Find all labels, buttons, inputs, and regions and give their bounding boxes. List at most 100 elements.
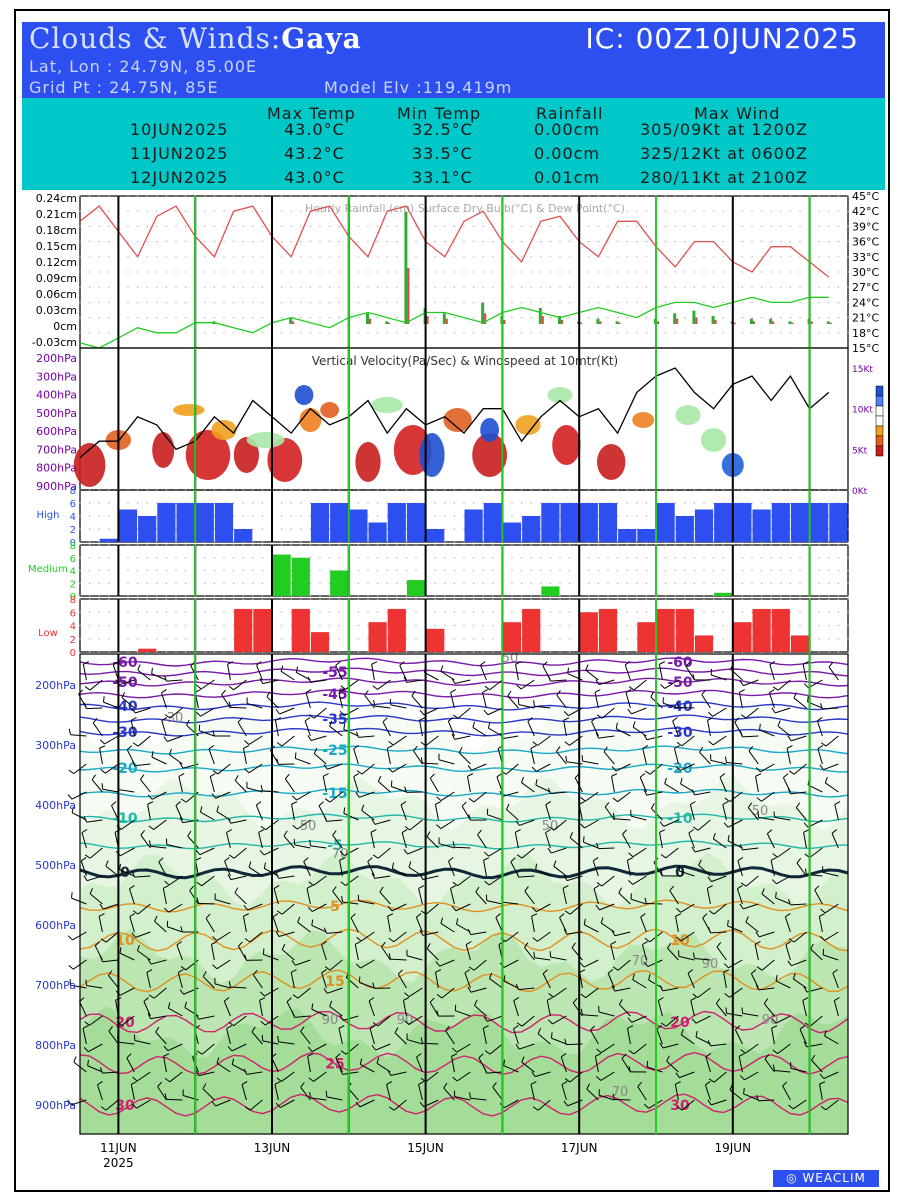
grid-dot xyxy=(89,515,91,517)
grid-dot xyxy=(665,598,667,600)
wind-barb-flag xyxy=(155,1026,160,1033)
wind-barb-flag xyxy=(831,829,838,834)
grid-dot xyxy=(473,210,475,212)
wind-barb xyxy=(251,1031,263,1045)
grid-dot xyxy=(146,489,148,491)
velocity-contour xyxy=(299,408,322,432)
grid-dot xyxy=(828,598,830,600)
wind-barb xyxy=(313,707,327,719)
wind-barb-flag xyxy=(785,941,792,946)
grid-dot xyxy=(233,256,235,258)
grid-dot xyxy=(569,301,571,303)
wind-barb xyxy=(777,725,791,737)
wind-barb-flag xyxy=(583,918,586,925)
grid-dot xyxy=(818,638,820,640)
grid-dot xyxy=(223,332,225,334)
wind-barb-flag xyxy=(664,777,667,784)
wind-barb-flag xyxy=(451,1047,458,1053)
cloud-bar xyxy=(541,503,560,542)
wind-barb xyxy=(400,804,407,821)
wind-barb-flag xyxy=(586,1083,591,1090)
wind-barb-flag xyxy=(582,836,585,843)
wind-barb xyxy=(488,875,503,886)
grid-dot xyxy=(770,595,772,597)
grid-dot xyxy=(309,541,311,543)
wind-barb xyxy=(505,763,519,775)
grid-dot xyxy=(233,271,235,273)
grid-dot xyxy=(482,557,484,559)
grid-dot xyxy=(146,557,148,559)
grid-dot xyxy=(338,557,340,559)
grid-dot xyxy=(770,317,772,319)
wind-barb xyxy=(594,1056,599,1073)
wind-barb-flag xyxy=(819,1081,826,1085)
wind-barb-flag xyxy=(787,960,792,966)
wind-barb-flag xyxy=(244,938,251,943)
grid-dot xyxy=(338,210,340,212)
grid-dot xyxy=(338,317,340,319)
grid-dot xyxy=(761,489,763,491)
grid-dot xyxy=(185,611,187,613)
grid-dot xyxy=(693,489,696,491)
grid-dot xyxy=(281,195,283,197)
grid-dot xyxy=(722,332,724,334)
grid-dot xyxy=(290,624,292,627)
grid-dot xyxy=(377,569,379,572)
rain-bar xyxy=(596,318,600,324)
wind-barb-flag xyxy=(305,689,312,694)
wind-barb xyxy=(359,1099,375,1108)
wind-barb xyxy=(392,735,407,746)
wind-barb-flag xyxy=(757,811,760,818)
wind-barb-flag xyxy=(83,816,87,823)
grid-dot xyxy=(693,582,696,584)
grid-dot xyxy=(722,638,724,640)
wind-barb-flag xyxy=(353,745,359,750)
grid-dot xyxy=(511,595,513,597)
grid-dot xyxy=(626,515,628,517)
wind-barb-flag xyxy=(675,913,682,917)
grid-dot xyxy=(597,241,600,243)
wind-barb xyxy=(151,673,167,681)
wind-barb-flag xyxy=(535,779,538,786)
cloud-panel-label: High xyxy=(37,510,60,521)
grid-dot xyxy=(463,256,465,258)
velocity-scale-swatch xyxy=(875,385,884,397)
grid-dot xyxy=(98,569,100,572)
wind-barb xyxy=(664,783,679,793)
wind-barb xyxy=(230,706,247,709)
grid-dot xyxy=(223,582,225,584)
wind-barb xyxy=(553,819,567,831)
grid-dot xyxy=(617,569,619,572)
grid-dot xyxy=(281,544,283,546)
cloud-bar xyxy=(502,522,522,542)
wind-barb-flag xyxy=(221,689,226,695)
wind-barb-flag xyxy=(828,662,834,668)
wind-barb-flag xyxy=(461,801,467,807)
grid-dot xyxy=(569,557,571,559)
grid-dot xyxy=(175,569,177,572)
wind-barb xyxy=(502,791,519,797)
grid-dot xyxy=(770,582,772,584)
wind-barb xyxy=(697,819,711,831)
wind-barb-flag xyxy=(532,1106,539,1111)
grid-dot xyxy=(156,528,158,530)
grid-dot xyxy=(338,489,340,491)
wind-barb xyxy=(694,957,711,961)
wind-barb-flag xyxy=(234,775,239,781)
wind-barb xyxy=(550,791,567,795)
cloud-tick-label: 2 xyxy=(70,635,76,646)
wind-barb-flag xyxy=(356,936,362,942)
wind-barb-flag xyxy=(67,794,73,800)
date-tick-label: 19JUN xyxy=(715,1141,752,1155)
grid-dot xyxy=(213,301,215,303)
grid-dot xyxy=(463,541,465,543)
grid-dot xyxy=(751,651,753,653)
grid-dot xyxy=(434,301,436,303)
grid-dot xyxy=(175,286,177,288)
wind-barb-flag xyxy=(361,804,365,811)
wind-barb xyxy=(283,835,295,849)
grid-dot xyxy=(444,195,446,197)
grid-dot xyxy=(837,598,840,600)
wind-barb-flag xyxy=(452,841,455,848)
grid-dot xyxy=(98,528,100,530)
